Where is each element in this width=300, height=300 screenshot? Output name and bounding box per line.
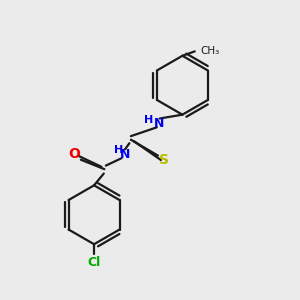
Text: O: O [68, 147, 80, 161]
Text: S: S [159, 153, 169, 167]
Text: Cl: Cl [87, 256, 101, 269]
Text: N: N [120, 148, 131, 161]
Text: H: H [145, 115, 154, 125]
Text: N: N [154, 117, 164, 130]
Text: CH₃: CH₃ [200, 46, 219, 56]
Text: H: H [114, 145, 123, 155]
